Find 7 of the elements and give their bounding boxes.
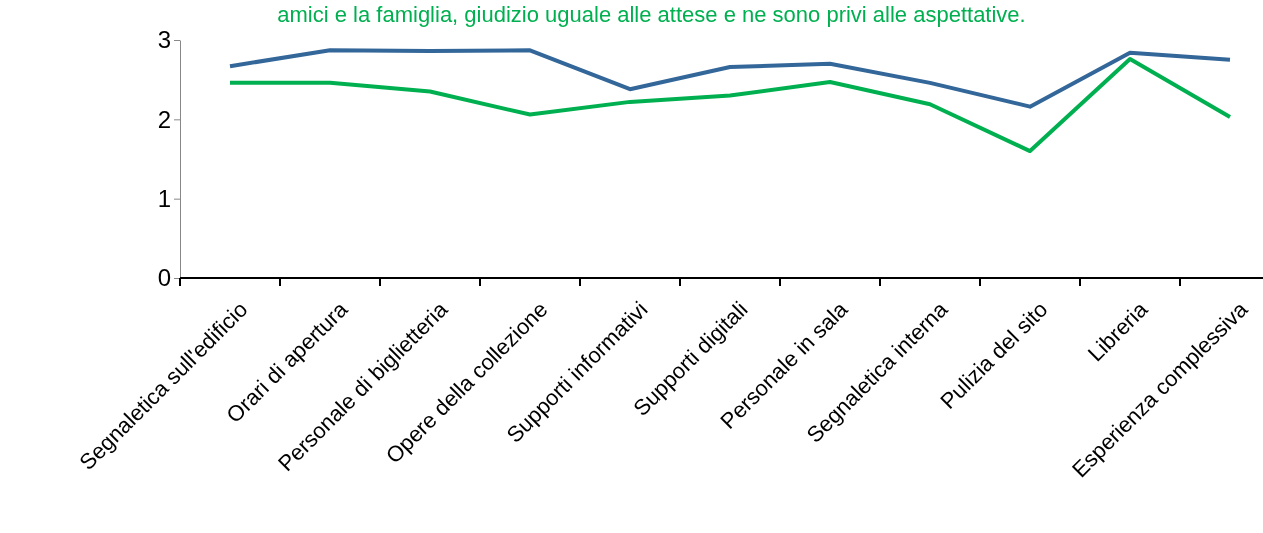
y-tick-label: 2 <box>157 105 171 133</box>
line-series <box>228 57 1232 154</box>
y-tick-label: 3 <box>157 26 171 54</box>
line-series <box>228 48 1232 109</box>
chart-title: amici e la famiglia, giudizio uguale alle attese e ne sono privi alle aspettative. <box>277 2 1026 27</box>
y-tick-label: 1 <box>157 184 171 212</box>
y-tick-label: 0 <box>157 264 171 292</box>
